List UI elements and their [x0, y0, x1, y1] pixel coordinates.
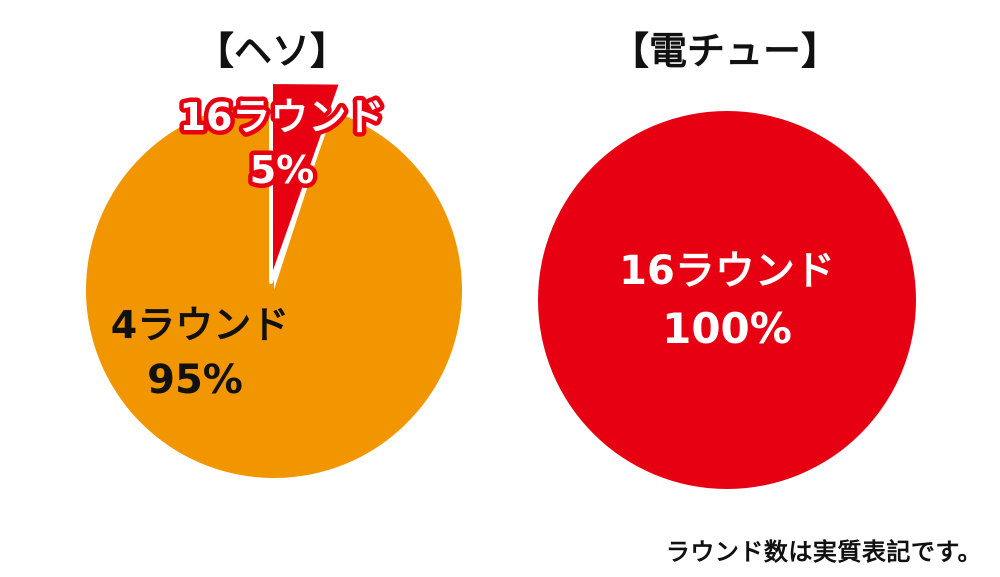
denchu-slice-16round — [538, 111, 916, 489]
heso-slice-16round — [269, 80, 344, 284]
heso-callout-16round: 16ラウンド 5% — [175, 91, 389, 197]
heso-value-4round: 95% — [147, 357, 243, 403]
heso-label-16round: 16ラウンド — [180, 95, 385, 139]
denchu-value-16round: 100% — [662, 304, 792, 353]
heso-value-16round: 5% — [250, 148, 315, 192]
heso-chart: 【ヘソ】 4ラウンド 95% 16ラウンド 5% — [85, 29, 463, 478]
heso-title: 【ヘソ】 — [196, 29, 348, 73]
heso-slice-4round — [85, 102, 463, 478]
denchu-title: 【電チュー】 — [611, 29, 839, 73]
footnote: ラウンド数は実質表記です。 — [665, 538, 982, 566]
heso-label-4round: 4ラウンド — [111, 303, 289, 347]
denchu-chart: 【電チュー】 16ラウンド 100% — [538, 29, 916, 489]
denchu-label-16round: 16ラウンド — [619, 248, 835, 294]
